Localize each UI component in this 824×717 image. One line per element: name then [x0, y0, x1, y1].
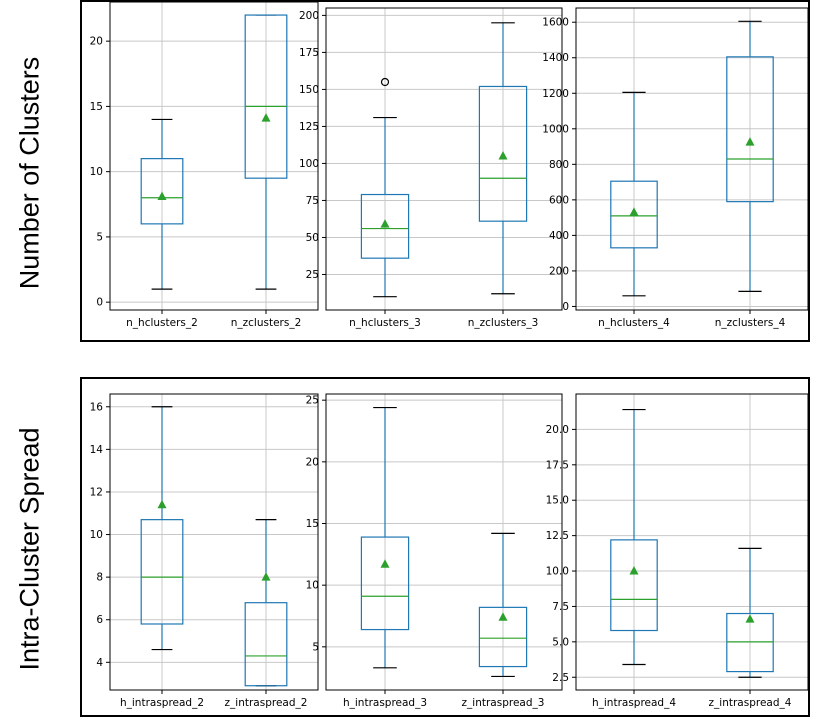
x-tick-label: z_intraspread_4: [709, 697, 792, 709]
y-tick-label: 14: [90, 444, 104, 456]
y-tick-label: 20.0: [546, 424, 569, 436]
x-tick-label: n_zclusters_4: [715, 317, 786, 329]
x-tick-label: n_hclusters_3: [349, 317, 421, 329]
mean-marker: [498, 151, 508, 160]
box-iqr: [244, 602, 288, 687]
box-iqr: [478, 85, 528, 222]
y-tick-label: 8: [96, 572, 103, 584]
y-tick-label: 400: [549, 230, 569, 242]
mean-marker: [380, 219, 390, 228]
plot-area: [110, 394, 318, 690]
y-tick-label: 20: [90, 36, 103, 48]
y-tick-label: 25: [306, 395, 319, 407]
y-tick-label: 12: [90, 486, 103, 498]
y-tick-label: 600: [549, 194, 569, 206]
plot-area: [576, 394, 808, 690]
outlier-point: [380, 77, 390, 87]
boxplot-panel-2: 25 50 75 100 125 150 175 200 n_hclusters_3 n_zclu…: [299, 7, 563, 329]
y-tick-label: 10: [90, 166, 103, 178]
x-tick-label: h_intraspread_4: [592, 697, 676, 709]
y-tick-label: 10: [306, 580, 319, 592]
y-tick-label: 25: [306, 269, 319, 281]
y-tick-label: 200: [549, 265, 569, 277]
y-tick-label: 1600: [542, 17, 569, 29]
box-iqr: [360, 193, 410, 259]
y-tick-label: 1000: [542, 123, 569, 135]
mean-marker: [745, 614, 755, 623]
x-tick-label: n_hclusters_4: [598, 317, 670, 329]
x-tick-label: h_intraspread_2: [120, 697, 204, 709]
mean-marker: [745, 137, 755, 146]
box-iqr: [726, 612, 774, 673]
mean-marker: [261, 113, 271, 122]
y-tick-label: 150: [299, 84, 319, 96]
mean-marker: [498, 612, 508, 621]
mean-marker: [261, 572, 271, 581]
y-tick-label: 1400: [542, 52, 569, 64]
y-tick-label: 4: [96, 657, 103, 669]
boxplot-panel-6: 2.5 5.0 7.5 10.0 12.5 15.0 17.5 20.0 h_intraspre…: [546, 393, 809, 709]
x-tick-label: n_zclusters_3: [468, 317, 539, 329]
mean-marker: [629, 207, 639, 216]
box-iqr: [244, 14, 288, 179]
y-tick-label: 800: [549, 159, 569, 171]
box-iqr: [478, 606, 528, 668]
box-iqr: [610, 180, 658, 249]
box-iqr: [360, 536, 410, 631]
mean-marker: [380, 559, 390, 568]
y-tick-label: 0: [562, 301, 569, 313]
mean-marker: [157, 499, 167, 509]
y-tick-label: 16: [90, 401, 104, 413]
y-tick-label: 1200: [542, 88, 569, 100]
y-tick-label: 7.5: [552, 601, 569, 613]
y-tick-label: 6: [96, 614, 103, 626]
boxplot-panel-5: 5 10 15 20 25 h_intraspread_3 z_intraspread_3: [306, 393, 563, 709]
box-iqr: [140, 519, 184, 625]
x-tick-label: n_zclusters_2: [231, 317, 302, 329]
plot-frame: [325, 7, 563, 311]
y-tick-label: 15.0: [546, 495, 569, 507]
plot-frame: [109, 393, 319, 691]
plot-frame: [575, 7, 809, 311]
box-iqr: [726, 56, 774, 203]
y-tick-label: 75: [306, 195, 319, 207]
y-tick-label: 10: [90, 529, 103, 541]
mean-marker: [629, 566, 639, 575]
y-tick-label: 100: [299, 158, 319, 170]
mean-marker: [157, 191, 167, 200]
plot-area: [110, 2, 318, 310]
y-tick-label: 5: [96, 231, 103, 243]
y-tick-label: 200: [299, 10, 319, 22]
y-tick-label: 125: [299, 121, 319, 133]
row-label-number-of-clusters: Number of Clusters: [14, 56, 45, 290]
plot-area: [326, 394, 562, 690]
y-tick-label: 15: [306, 518, 319, 530]
row-label-intra-cluster-spread: Intra-Cluster Spread: [14, 427, 45, 671]
plot-frame: [325, 393, 563, 691]
plot-frame: [575, 393, 809, 691]
y-tick-label: 175: [299, 47, 319, 59]
y-tick-label: 15: [90, 101, 103, 113]
x-tick-label: z_intraspread_3: [462, 697, 545, 709]
y-tick-label: 10.0: [546, 566, 569, 578]
boxplot-panel-1: 0 5 10 15 20 n_hclusters_2 n_zclusters_2: [90, 1, 319, 329]
y-tick-label: 5: [312, 641, 319, 653]
y-tick-label: 5.0: [552, 636, 569, 648]
y-tick-label: 50: [306, 232, 319, 244]
y-tick-label: 20: [306, 456, 319, 468]
x-tick-label: n_hclusters_2: [126, 317, 198, 329]
box-iqr: [610, 539, 658, 632]
plot-area: [326, 8, 562, 310]
y-tick-label: 12.5: [546, 530, 569, 542]
y-tick-label: 17.5: [546, 459, 569, 471]
y-tick-label: 2.5: [552, 672, 569, 684]
plot-frame: [109, 1, 319, 311]
x-tick-label: z_intraspread_2: [225, 697, 308, 709]
boxplot-panel-4: 4 6 8 10 12 14 16 h_intraspread_2 z_intraspread_…: [90, 393, 319, 709]
boxplot-panel-3: 0 200 400 600 800 1000 1200 1400 1600 n_hclusters…: [542, 7, 809, 329]
y-tick-label: 0: [96, 297, 103, 309]
box-iqr: [140, 158, 184, 225]
x-tick-label: h_intraspread_3: [343, 697, 427, 709]
